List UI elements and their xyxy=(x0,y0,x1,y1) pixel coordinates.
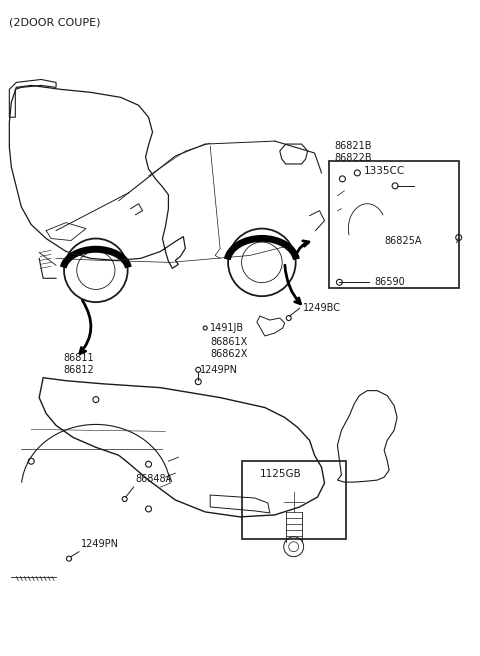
Text: 86848A: 86848A xyxy=(136,474,173,484)
Text: 86862X: 86862X xyxy=(210,349,248,359)
Text: 1249PN: 1249PN xyxy=(200,365,238,375)
Text: 86861X: 86861X xyxy=(210,337,247,347)
Text: 1125GB: 1125GB xyxy=(260,469,301,479)
Text: 86811: 86811 xyxy=(63,353,94,363)
Text: 86825A: 86825A xyxy=(384,236,421,245)
Text: 1335CC: 1335CC xyxy=(364,166,406,176)
Text: 1249BC: 1249BC xyxy=(302,303,341,313)
Text: (2DOOR COUPE): (2DOOR COUPE) xyxy=(9,18,101,28)
Text: 86812: 86812 xyxy=(63,365,94,375)
Text: 1249PN: 1249PN xyxy=(81,539,119,549)
Text: 1491JB: 1491JB xyxy=(210,323,244,333)
Text: 86590: 86590 xyxy=(374,277,405,287)
Text: 86822B: 86822B xyxy=(335,153,372,163)
Text: 86821B: 86821B xyxy=(335,141,372,151)
